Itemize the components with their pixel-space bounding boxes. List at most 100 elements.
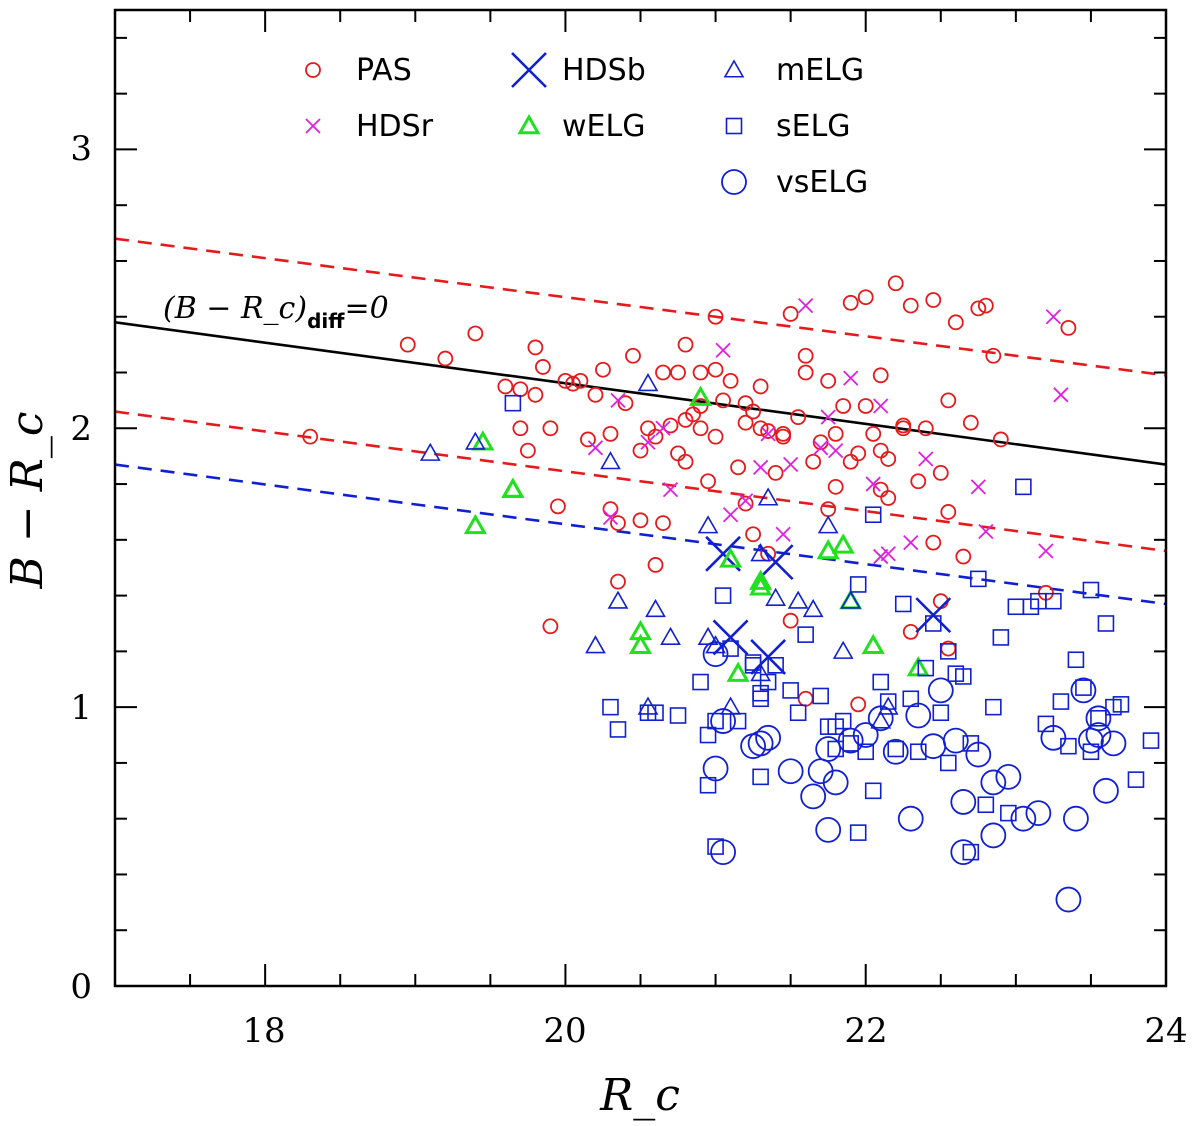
hdsr-point bbox=[1038, 543, 1054, 559]
selg-point bbox=[827, 718, 844, 735]
hdsr-point bbox=[715, 342, 731, 358]
selg-point bbox=[1052, 693, 1070, 710]
selg-point bbox=[752, 684, 769, 702]
data-points bbox=[302, 275, 1160, 913]
vselg-point bbox=[950, 839, 977, 866]
hdsr-point bbox=[737, 493, 754, 509]
y-tick-label-1: 1 bbox=[70, 688, 92, 728]
pas-point bbox=[512, 381, 529, 398]
pas-point bbox=[437, 350, 454, 367]
legend-label-selg: sELG bbox=[776, 109, 851, 144]
series-welg bbox=[463, 385, 930, 682]
vselg-point bbox=[980, 769, 1007, 796]
melg-point bbox=[637, 373, 659, 392]
vselg-point bbox=[867, 705, 894, 732]
y-tick-label-2: 2 bbox=[70, 409, 92, 449]
pas-point bbox=[992, 431, 1009, 448]
selg-point bbox=[729, 712, 747, 730]
pas-point bbox=[565, 375, 581, 392]
pas-point bbox=[617, 395, 634, 412]
vselg-point bbox=[882, 738, 909, 765]
vselg-point bbox=[1078, 727, 1104, 754]
pas-point bbox=[985, 347, 1002, 364]
pas-point bbox=[707, 308, 724, 325]
melg-point bbox=[832, 640, 854, 659]
pas-point bbox=[745, 526, 762, 543]
hdsr-point bbox=[970, 479, 986, 495]
pas-point bbox=[662, 417, 679, 434]
legend-label-vselg: vsELG bbox=[776, 165, 868, 200]
pas-point bbox=[872, 367, 889, 384]
plot-frame bbox=[113, 8, 1168, 988]
pas-point bbox=[692, 398, 709, 414]
pas-point bbox=[722, 372, 739, 389]
pas-point bbox=[782, 612, 799, 629]
pas-point bbox=[535, 359, 551, 375]
relation-annotation: (B − R_c)diff=0 bbox=[163, 291, 389, 333]
vselg-point bbox=[1010, 805, 1037, 832]
pas-point bbox=[827, 478, 844, 495]
vselg-point bbox=[942, 727, 969, 754]
pas-point bbox=[737, 395, 754, 412]
vselg-point bbox=[897, 805, 924, 832]
pas-point bbox=[655, 364, 671, 381]
hdsr-point bbox=[880, 546, 896, 562]
melg-point bbox=[585, 635, 606, 654]
selg-point bbox=[504, 394, 522, 412]
welg-point bbox=[861, 633, 885, 655]
pas-point bbox=[872, 481, 889, 498]
pas-point bbox=[647, 428, 664, 445]
legend-label-welg: wELG bbox=[562, 109, 645, 144]
hdsr-point bbox=[662, 481, 679, 498]
pas-point bbox=[557, 372, 574, 389]
pas-point bbox=[647, 557, 664, 573]
vselg-point bbox=[980, 822, 1007, 849]
welg-point bbox=[628, 633, 653, 655]
vselg-point bbox=[815, 816, 842, 843]
legend-marker-selg bbox=[725, 117, 743, 135]
y-tick-label-3: 3 bbox=[70, 129, 92, 169]
vselg-point bbox=[1085, 705, 1112, 732]
pas-point bbox=[519, 442, 536, 459]
welg-point bbox=[816, 538, 840, 560]
pas-point bbox=[842, 294, 859, 311]
melg-point bbox=[787, 590, 809, 609]
selg-point bbox=[909, 743, 927, 761]
legend-label-hdsb: HDSb bbox=[562, 53, 646, 88]
pas-point bbox=[527, 386, 544, 403]
selg-point bbox=[1007, 598, 1025, 616]
pas-point bbox=[399, 336, 416, 353]
pas-point bbox=[820, 372, 837, 389]
legend-marker-melg bbox=[723, 59, 745, 78]
pas-point bbox=[745, 403, 762, 420]
pas-point bbox=[625, 347, 641, 364]
selg-point bbox=[932, 704, 950, 722]
vselg-point bbox=[1100, 730, 1127, 757]
welg-point bbox=[749, 569, 773, 590]
pas-point bbox=[692, 364, 709, 381]
selg-point bbox=[767, 657, 784, 674]
vselg-point bbox=[920, 733, 947, 760]
selg-point bbox=[699, 726, 717, 744]
pas-point bbox=[767, 465, 784, 481]
welg-point bbox=[501, 477, 525, 498]
pas-point bbox=[887, 275, 904, 292]
pas-point bbox=[940, 504, 957, 520]
pas-point bbox=[932, 465, 949, 481]
series-vselg bbox=[702, 641, 1127, 913]
vselg-point bbox=[702, 641, 729, 668]
legend-marker-vselg bbox=[721, 169, 747, 195]
melg-point bbox=[600, 451, 621, 470]
pas-point bbox=[805, 453, 822, 470]
vselg-point bbox=[800, 783, 827, 810]
melg-point bbox=[870, 710, 892, 729]
pas-point bbox=[910, 473, 927, 490]
legend-marker-welg bbox=[517, 113, 541, 135]
selg-point bbox=[992, 629, 1010, 646]
vselg-point bbox=[965, 741, 992, 768]
pas-point bbox=[872, 442, 889, 459]
pas-point bbox=[655, 515, 671, 531]
pas-point bbox=[632, 512, 649, 529]
vselg-point bbox=[837, 727, 864, 754]
